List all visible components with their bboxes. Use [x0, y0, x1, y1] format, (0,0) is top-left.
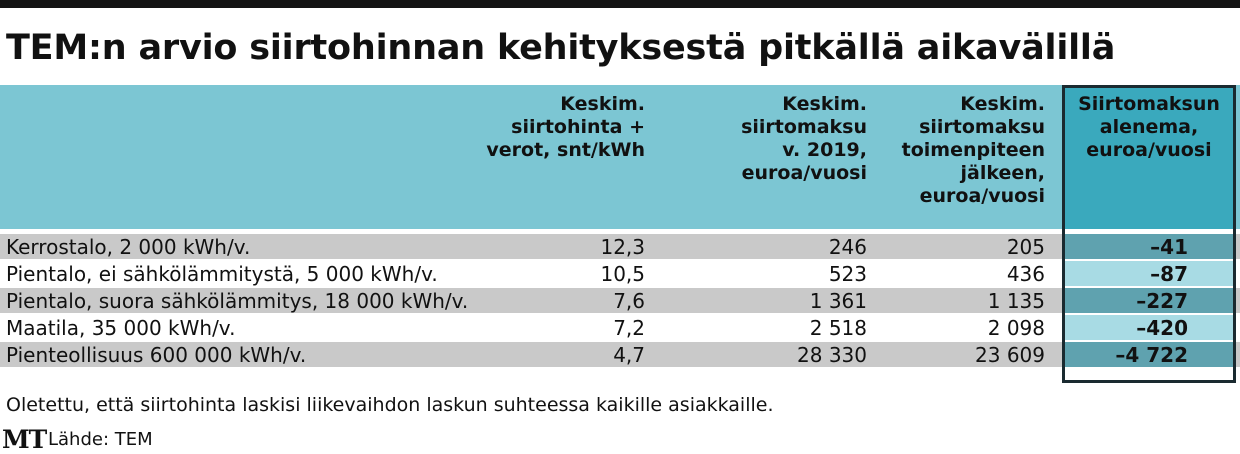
cell-fee-2019: 28 330	[797, 343, 867, 367]
cell-reduction: –87	[1150, 262, 1188, 286]
page-title: TEM:n arvio siirtohinnan kehityksestä pi…	[6, 28, 1116, 68]
cell-price: 7,6	[613, 289, 645, 313]
reduction-cell-bg: –420	[1062, 315, 1236, 340]
cell-price: 12,3	[600, 235, 645, 259]
table-row: Pienteollisuus 600 000 kWh/v. 4,7 28 330…	[0, 342, 1240, 369]
table-row: Pientalo, suora sähkölämmitys, 18 000 kW…	[0, 288, 1240, 315]
reduction-cell-bg: –87	[1062, 261, 1236, 286]
row-label: Maatila, 35 000 kWh/v.	[6, 316, 236, 340]
reduction-cell-bg: –4 722	[1062, 342, 1236, 367]
footnote: Oletettu, että siirtohinta laskisi liike…	[6, 394, 774, 416]
cell-fee-after: 205	[1006, 235, 1045, 259]
cell-price: 7,2	[613, 316, 645, 340]
table-header: Keskim. siirtohinta + verot, snt/kWh Kes…	[0, 85, 1240, 229]
cell-price: 4,7	[613, 343, 645, 367]
col-header-fee-2019: Keskim. siirtomaksu v. 2019, euroa/vuosi	[741, 93, 867, 184]
cell-fee-after: 1 135	[987, 289, 1045, 313]
cell-fee-2019: 2 518	[809, 316, 867, 340]
cell-reduction: –41	[1150, 235, 1188, 259]
highlight-header-bg	[1062, 85, 1236, 229]
cell-reduction: –420	[1136, 316, 1188, 340]
col-header-price: Keskim. siirtohinta + verot, snt/kWh	[486, 93, 645, 161]
cell-fee-after: 23 609	[975, 343, 1045, 367]
cell-fee-2019: 1 361	[809, 289, 867, 313]
cell-reduction: –4 722	[1115, 343, 1188, 367]
source-credit: Lähde: TEM	[48, 429, 153, 450]
cell-fee-after: 2 098	[987, 316, 1045, 340]
cell-fee-2019: 246	[828, 235, 867, 259]
row-label: Kerrostalo, 2 000 kWh/v.	[6, 235, 251, 259]
mt-logo: MT	[2, 425, 47, 454]
reduction-cell-bg: –227	[1062, 288, 1236, 313]
cell-price: 10,5	[600, 262, 645, 286]
col-header-reduction: Siirtomaksun alenema, euroa/vuosi	[1078, 93, 1220, 161]
col-header-fee-after: Keskim. siirtomaksu toimenpiteen jälkeen…	[901, 93, 1045, 207]
top-rule	[0, 0, 1240, 8]
row-label: Pienteollisuus 600 000 kWh/v.	[6, 343, 307, 367]
table-row: Kerrostalo, 2 000 kWh/v. 12,3 246 205 –4…	[0, 234, 1240, 261]
table-row: Maatila, 35 000 kWh/v. 7,2 2 518 2 098 –…	[0, 315, 1240, 342]
cell-reduction: –227	[1136, 289, 1188, 313]
cell-fee-2019: 523	[828, 262, 867, 286]
table-row: Pientalo, ei sähkölämmitystä, 5 000 kWh/…	[0, 261, 1240, 288]
data-table: Keskim. siirtohinta + verot, snt/kWh Kes…	[0, 85, 1240, 383]
cell-fee-after: 436	[1006, 262, 1045, 286]
row-label: Pientalo, ei sähkölämmitystä, 5 000 kWh/…	[6, 262, 438, 286]
row-label: Pientalo, suora sähkölämmitys, 18 000 kW…	[6, 289, 469, 313]
reduction-cell-bg: –41	[1062, 234, 1236, 259]
